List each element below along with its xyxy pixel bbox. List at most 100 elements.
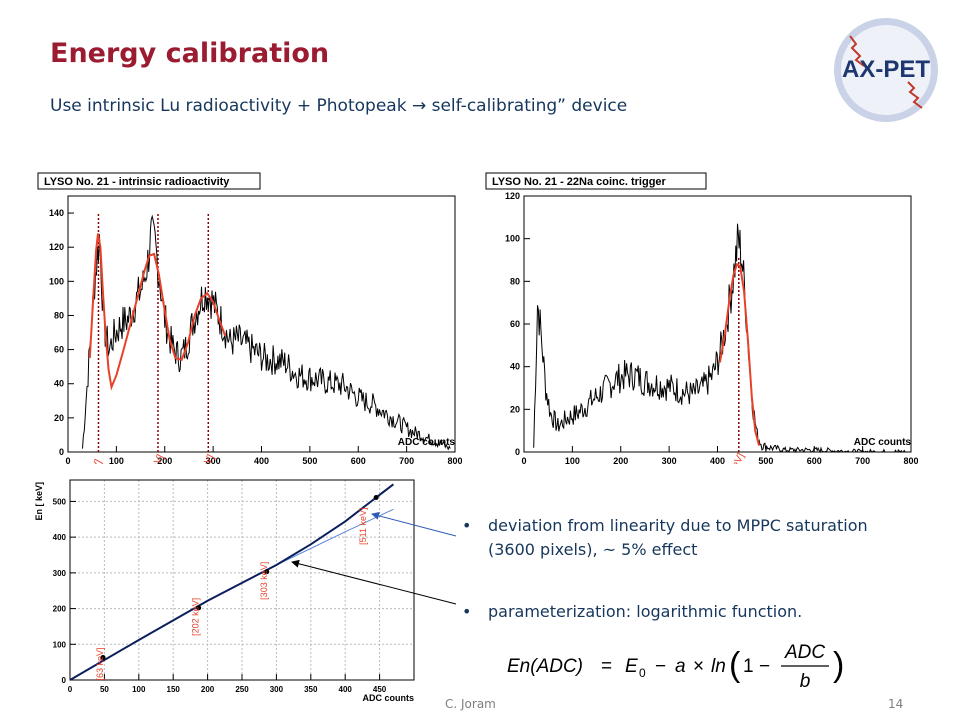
chart2-x-tick-label: 500 (758, 456, 773, 464)
chart1-x-tick-label: 300 (206, 456, 221, 464)
formula-e0-subscript: 0 (639, 666, 646, 680)
formula-one: 1 (743, 656, 754, 677)
formula-lhs: En(ADC) (507, 656, 583, 677)
chart1-x-tick-label: 0 (65, 456, 70, 464)
chart3-point-label: [303 keV] (259, 562, 269, 600)
chart3-point (100, 655, 106, 660)
chart1-xlabel: ADC counts (398, 437, 456, 448)
chart3-point-label: [63 keV] (95, 648, 105, 681)
formula-times: × (693, 656, 704, 677)
chart3-x-tick-label: 50 (100, 685, 109, 694)
chart1-y-tick-label: 80 (54, 310, 64, 320)
chart1-y-axis: 0 20 40 60 80 100 120 140 (49, 208, 74, 457)
formula-ln: ln (711, 656, 726, 677)
logo-wave-left (849, 35, 865, 67)
axpet-logo: AX-PET (834, 18, 938, 122)
footer-author: C. Joram (445, 697, 496, 711)
chart2-x-tick-label: 300 (662, 456, 677, 464)
formula-denominator: b (800, 671, 811, 692)
chart1-background (30, 168, 462, 464)
chart2-x-tick-label: 400 (710, 456, 725, 464)
chart1-y-tick-label: 0 (59, 447, 64, 457)
chart2-title: LYSO No. 21 - 22Na coinc. trigger (492, 176, 667, 188)
chart1-x-tick-label: 400 (254, 456, 269, 464)
chart-energy-vs-adc: 0 50 100 150 200 250 300 350 400 450 0 100 200 300 40… (30, 474, 424, 710)
chart3-x-tick-label: 100 (132, 685, 146, 694)
chart3-point (373, 495, 379, 500)
formula-numerator: ADC (784, 642, 825, 663)
formula-equals: = (601, 656, 612, 677)
formula-right-paren: ) (833, 646, 844, 684)
bullet-deviation: deviation from linearity due to MPPC sat… (462, 514, 882, 570)
chart3-x-tick-label: 200 (201, 685, 215, 694)
chart2-y-tick-label: 120 (505, 191, 520, 201)
chart2-xlabel: ADC counts (854, 437, 912, 448)
chart3-x-tick-label: 400 (339, 685, 353, 694)
chart3-point-label: [202 keV] (191, 598, 201, 636)
chart-22na-coinc-trigger: LYSO No. 21 - 22Na coinc. trigger 0 100 20… (482, 168, 918, 464)
chart2-y-tick-label: 80 (510, 276, 520, 286)
chart1-y-tick-label: 20 (54, 413, 64, 423)
chart3-y-tick-label: 100 (53, 640, 67, 649)
formula-left-paren: ( (729, 646, 741, 684)
chart3-background (30, 474, 424, 710)
chart3-xlabel: ADC counts (363, 693, 415, 703)
chart3-x-axis: 0 50 100 150 200 250 300 350 400 450 (68, 674, 387, 694)
chart3-x-tick-label: 350 (304, 685, 318, 694)
chart2-y-tick-label: 40 (510, 362, 520, 372)
chart2-y-tick-label: 100 (505, 234, 520, 244)
chart3-fit-curve (69, 483, 395, 681)
chart1-y-tick-label: 40 (54, 379, 64, 389)
chart1-x-tick-label: 700 (399, 456, 414, 464)
chart1-fit-curve (88, 233, 227, 391)
chart2-title-box (485, 172, 707, 190)
chart1-title-box (37, 172, 261, 190)
calibration-formula: En(ADC) = E 0 − a × ln ( 1 − ADC b ) (507, 642, 844, 692)
page-number: 14 (888, 697, 904, 711)
chart2-x-tick-label: 600 (807, 456, 822, 464)
chart1-x-axis: 0 100 200 300 400 500 600 700 800 (65, 446, 462, 464)
chart3-ylabel: En [ keV] (34, 482, 44, 521)
chart1-y-tick-label: 120 (49, 242, 64, 252)
chart1-x-tick-label: 600 (351, 456, 366, 464)
chart3-x-tick-label: 300 (270, 685, 284, 694)
chart1-x-tick-label: 800 (447, 456, 462, 464)
logo-inner-disc (841, 25, 931, 115)
chart2-y-tick-label: 60 (510, 319, 520, 329)
bullet-list: deviation from linearity due to MPPC sat… (462, 514, 882, 624)
chart3-y-tick-label: 300 (53, 569, 67, 578)
chart2-histogram (533, 223, 907, 454)
chart3-point-labels: [63 keV] [202 keV] [303 keV] [511 keV] (95, 508, 368, 681)
chart3-y-tick-label: 0 (62, 676, 67, 685)
chart3-point-label: [511 keV] (358, 508, 368, 545)
chart1-y-tick-label: 140 (49, 208, 64, 218)
chart1-title: LYSO No. 21 - intrinsic radioactivity (44, 176, 230, 188)
chart2-y-tick-label: 20 (510, 404, 520, 414)
chart2-x-tick-label: 100 (565, 456, 580, 464)
chart1-x-tick-label: 200 (157, 456, 172, 464)
chart3-y-tick-label: 200 (53, 605, 67, 614)
logo-wave-right (907, 81, 923, 109)
chart3-y-tick-label: 500 (53, 497, 67, 506)
chart1-y-tick-label: 100 (49, 276, 64, 286)
chart1-y-tick-label: 60 (54, 345, 64, 355)
chart3-x-tick-label: 250 (235, 685, 249, 694)
logo-text: AX-PET (842, 56, 930, 83)
formula-a: a (675, 656, 686, 677)
chart-intrinsic-radioactivity: LYSO No. 21 - intrinsic radioactivity 0 1… (30, 168, 462, 464)
chart2-x-tick-label: 200 (613, 456, 628, 464)
chart1-x-tick-label: 500 (302, 456, 317, 464)
chart2-fit-curve (718, 262, 761, 446)
chart2-x-tick-label: 0 (521, 456, 526, 464)
formula-e0: E (625, 656, 638, 677)
chart2-x-tick-label: 800 (903, 456, 918, 464)
chart3-y-tick-label: 400 (53, 533, 67, 542)
chart3-x-tick-label: 150 (167, 685, 181, 694)
chart3-point (196, 605, 202, 611)
slide-title: Energy calibration (50, 38, 330, 69)
chart3-points (100, 495, 379, 660)
chart2-background (482, 168, 918, 464)
slide-subtitle: Use intrinsic Lu radioactivity + Photope… (50, 96, 628, 116)
bullet-parameterization: parameterization: logarithmic function. (462, 600, 882, 624)
